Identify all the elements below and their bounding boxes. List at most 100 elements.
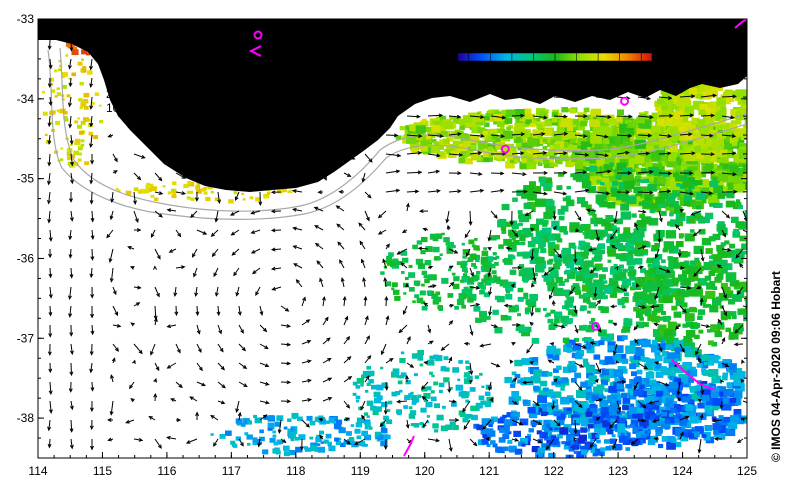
sst-pixel	[605, 182, 614, 189]
sst-pixel	[482, 134, 489, 140]
sst-pixel	[77, 124, 83, 129]
current-vector	[296, 172, 303, 182]
sst-pixel	[681, 175, 688, 181]
current-vector-head	[669, 113, 674, 118]
sst-pixel	[676, 323, 681, 327]
sst-pixel	[585, 428, 590, 432]
sst-pixel	[597, 243, 605, 250]
current-vector	[70, 400, 73, 410]
sst-pixel	[633, 187, 642, 194]
sst-pixel	[368, 379, 374, 384]
current-vector-head	[681, 348, 685, 353]
sst-pixel	[735, 89, 747, 99]
current-vector-head	[654, 254, 659, 259]
sst-pixel	[80, 68, 87, 73]
sst-pixel	[167, 191, 172, 195]
sst-pixel	[411, 400, 416, 403]
sst-pixel	[452, 367, 460, 373]
current-vector	[343, 400, 350, 409]
sst-pixel	[694, 269, 700, 274]
current-vector-head	[731, 151, 737, 156]
current-vector-head	[68, 82, 73, 88]
sst-pixel	[550, 438, 559, 445]
current-vector-head	[475, 285, 481, 290]
sst-pixel	[402, 257, 409, 263]
sst-pixel	[593, 409, 598, 413]
sst-pixel	[580, 445, 589, 453]
current-vector-head	[286, 399, 292, 404]
sst-pixel	[516, 189, 525, 197]
sst-pixel	[656, 412, 667, 422]
current-vector-head	[617, 407, 622, 412]
sst-pixel	[440, 425, 448, 432]
sst-pixel	[418, 353, 423, 357]
sst-pixel	[583, 107, 590, 113]
current-vector	[154, 362, 160, 371]
sst-pixel	[150, 186, 156, 191]
sst-pixel	[661, 178, 672, 187]
current-vector	[217, 362, 225, 370]
sst-pixel	[543, 389, 554, 398]
current-vector	[90, 96, 93, 109]
sst-pixel	[487, 146, 494, 152]
sst-pixel	[717, 250, 727, 259]
sst-pixel	[626, 258, 636, 266]
current-vector-head	[150, 351, 154, 356]
current-vector	[133, 153, 145, 159]
current-vector-head	[393, 133, 399, 138]
sst-pixel	[723, 290, 734, 298]
sst-pixel	[669, 219, 680, 227]
sst-pixel	[724, 240, 730, 245]
current-vector	[490, 134, 504, 137]
sst-pixel	[712, 397, 723, 406]
sst-pixel	[397, 380, 403, 385]
sst-pixel	[521, 158, 528, 164]
sst-pixel	[469, 387, 476, 392]
sst-pixel	[691, 405, 697, 410]
sst-pixel	[564, 300, 574, 308]
sst-pixel	[580, 381, 588, 388]
sst-pixel	[669, 178, 676, 184]
current-vector-head	[677, 396, 682, 402]
sst-pixel	[455, 384, 464, 391]
sst-pixel	[551, 112, 558, 118]
current-vector-head	[712, 93, 718, 98]
sst-pixel	[549, 269, 559, 277]
current-vector	[316, 260, 324, 269]
sst-pixel	[729, 164, 739, 173]
current-vector-head	[396, 399, 401, 404]
sst-pixel	[687, 200, 696, 207]
current-vector	[322, 297, 325, 307]
sst-pixel	[451, 244, 456, 249]
sst-pixel	[560, 205, 569, 212]
sst-pixel	[627, 248, 635, 254]
current-vector-head	[710, 152, 716, 157]
sst-pixel	[670, 404, 681, 413]
sst-pixel	[678, 233, 685, 238]
sst-pixel	[551, 118, 558, 123]
current-vector	[280, 343, 291, 346]
current-vector	[154, 210, 163, 218]
sst-pixel	[615, 444, 623, 450]
current-vector-head	[417, 151, 423, 155]
current-vector	[133, 343, 143, 354]
current-vector	[90, 58, 93, 70]
current-vector-head	[90, 387, 95, 392]
current-vector-head	[136, 228, 142, 233]
current-vector	[403, 305, 408, 315]
sst-pixel	[355, 395, 361, 400]
current-vector-head	[526, 349, 531, 354]
sst-pixel	[682, 269, 688, 275]
current-vector-head	[682, 308, 687, 314]
current-vector	[69, 96, 72, 107]
current-vector-head	[541, 132, 546, 137]
current-vector-head	[291, 189, 297, 194]
sst-pixel	[573, 143, 582, 150]
current-vector-head	[316, 260, 321, 265]
sst-pixel	[572, 410, 579, 416]
sst-pixel	[616, 353, 627, 362]
current-vector-head	[724, 363, 730, 368]
sst-pixel	[561, 117, 572, 127]
sst-pixel	[317, 446, 326, 453]
current-vector	[49, 229, 52, 241]
